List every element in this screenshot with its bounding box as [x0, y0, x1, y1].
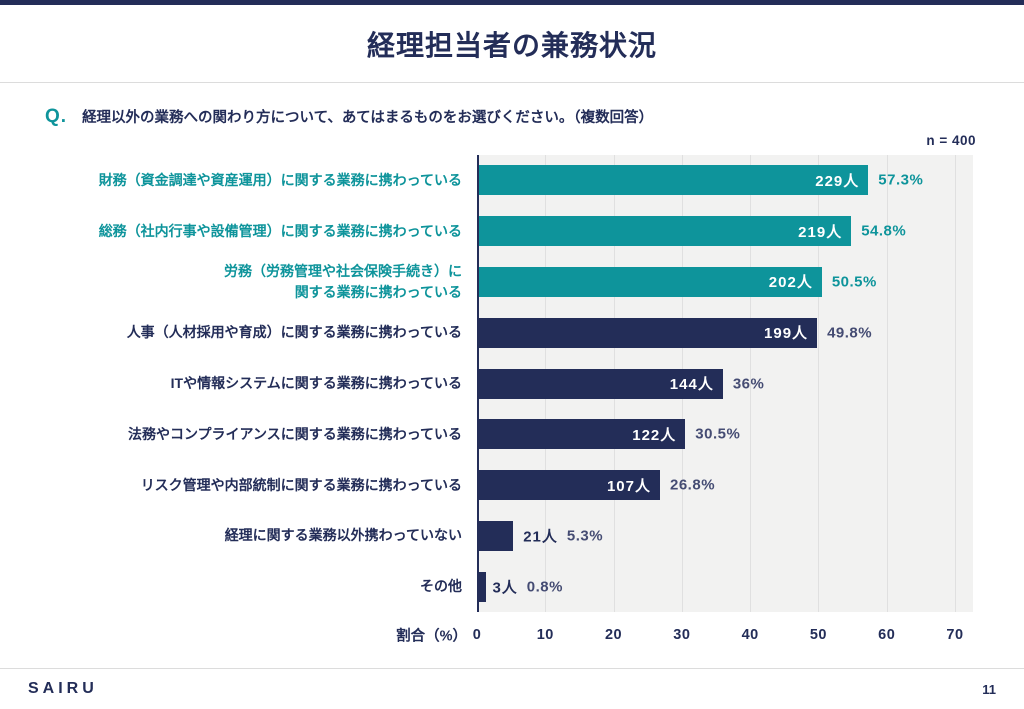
bar-chart: 財務（資金調達や資産運用）に関する業務に携わっている 総務（社内行事や設備管理）に… [15, 155, 973, 652]
bar-value-labels: 57.3% [878, 172, 923, 189]
bar-row: 144人 36% [477, 358, 973, 409]
bar-row: 199人 49.8% [477, 307, 973, 358]
percent-label: 54.8% [861, 222, 907, 240]
percent-label: 5.3% [566, 527, 604, 545]
percent-label: 49.8% [827, 324, 873, 342]
x-axis-ticks: 0 10 20 30 40 50 60 70 [473, 618, 973, 652]
x-tick-label: 60 [878, 627, 896, 643]
bar-value-labels: 54.8% [861, 223, 906, 240]
count-label: 144人 [669, 376, 714, 394]
percent-label: 36% [732, 375, 765, 393]
bar-row: 229人 57.3% [477, 155, 973, 206]
bar-value-labels: 3人 0.8% [492, 576, 563, 597]
page-title: 経理担当者の兼務状況 [366, 29, 657, 61]
bar: 199人 [477, 317, 818, 348]
y-axis-line [477, 155, 479, 612]
bar-value-labels: 30.5% [695, 426, 740, 443]
top-accent-bar [0, 0, 1024, 5]
percent-label: 57.3% [878, 171, 924, 189]
bar: 202人 [477, 266, 822, 297]
bar-value-labels: 50.5% [832, 273, 877, 290]
header: 経理担当者の兼務状況 [0, 5, 1024, 83]
x-axis: 割合（%） 0 10 20 30 40 50 60 70 [15, 618, 973, 652]
category-label: 経理に関する業務以外携わっていない [224, 527, 462, 544]
gridline [750, 155, 752, 612]
count-label: 3人 [492, 579, 518, 597]
page-number: 11 [982, 681, 996, 697]
count-label: 107人 [606, 477, 651, 495]
question-prefix: Q. [45, 106, 68, 127]
category-label: リスク管理や内部統制に関する業務に携わっている [140, 476, 462, 493]
gridline [955, 155, 956, 612]
bar-row: 21人 5.3% [477, 510, 973, 561]
question-row: Q. 経理以外の業務への関わり方について、あてはまるものをお選びください。（複数… [45, 106, 653, 128]
bar-row: 202人 50.5% [477, 257, 973, 308]
bar: 122人 [477, 419, 686, 450]
category-label: 労務（労務管理や社会保険手続き）に 関する業務に携わっている [224, 262, 462, 300]
bar: 144人 [477, 368, 723, 399]
bar-value-labels: 21人 5.3% [523, 525, 603, 546]
x-axis-title: 割合（%） [396, 628, 467, 645]
x-tick-label: 70 [946, 627, 964, 643]
plot-area: 229人 57.3% 219人 54.8% 202人 50.5% 199人 49.8% 144人… [477, 155, 973, 612]
percent-label: 0.8% [526, 578, 563, 596]
x-tick-label: 30 [673, 627, 691, 643]
bar-row: 219人 54.8% [477, 206, 973, 257]
percent-label: 50.5% [831, 273, 877, 291]
bar: 229人 [477, 165, 869, 196]
bar-value-labels: 26.8% [670, 477, 715, 494]
bar [477, 520, 514, 551]
chart-body: 財務（資金調達や資産運用）に関する業務に携わっている 総務（社内行事や設備管理）に… [15, 155, 973, 612]
count-label: 199人 [764, 325, 809, 343]
x-tick-label: 20 [604, 627, 623, 643]
category-label: 法務やコンプライアンスに関する業務に携わっている [127, 425, 462, 442]
bar: 219人 [477, 216, 852, 247]
count-label: 122人 [632, 426, 677, 444]
percent-label: 30.5% [695, 425, 741, 443]
x-tick-label: 40 [741, 627, 759, 643]
bar-row: 107人 26.8% [477, 460, 973, 511]
x-tick-label: 10 [536, 627, 554, 643]
category-labels: 財務（資金調達や資産運用）に関する業務に携わっている 総務（社内行事や設備管理）に… [15, 155, 477, 612]
category-label: 総務（社内行事や設備管理）に関する業務に携わっている [98, 222, 462, 239]
bar [477, 571, 486, 602]
percent-label: 26.8% [670, 476, 716, 494]
count-label: 229人 [815, 172, 860, 190]
chart-rows: 229人 57.3% 219人 54.8% 202人 50.5% 199人 49.8% 144人… [477, 155, 973, 612]
bar: 107人 [477, 470, 660, 501]
footer: SAIRU 11 [0, 668, 1024, 709]
count-label: 219人 [798, 223, 843, 241]
x-tick-label: 50 [809, 627, 827, 643]
category-label: ITや情報システムに関する業務に携わっている [170, 375, 462, 392]
count-label: 202人 [768, 274, 813, 292]
bar-value-labels: 49.8% [827, 324, 872, 341]
question-text: 経理以外の業務への関わり方について、あてはまるものをお選びください。（複数回答） [82, 110, 654, 126]
gridline [886, 155, 888, 612]
bar-row: 122人 30.5% [477, 409, 973, 460]
sairu-logo: SAIRU [28, 680, 98, 697]
x-tick-label: 0 [472, 627, 482, 643]
category-label: 人事（人材採用や育成）に関する業務に携わっている [126, 324, 462, 341]
category-label: その他 [420, 578, 462, 595]
bar-row: 3人 0.8% [477, 561, 973, 612]
gridline [818, 155, 820, 612]
sample-size-label: n = 400 [926, 133, 976, 148]
count-label: 21人 [523, 528, 558, 546]
bar-value-labels: 36% [733, 375, 765, 392]
category-label: 財務（資金調達や資産運用）に関する業務に携わっている [98, 171, 462, 188]
